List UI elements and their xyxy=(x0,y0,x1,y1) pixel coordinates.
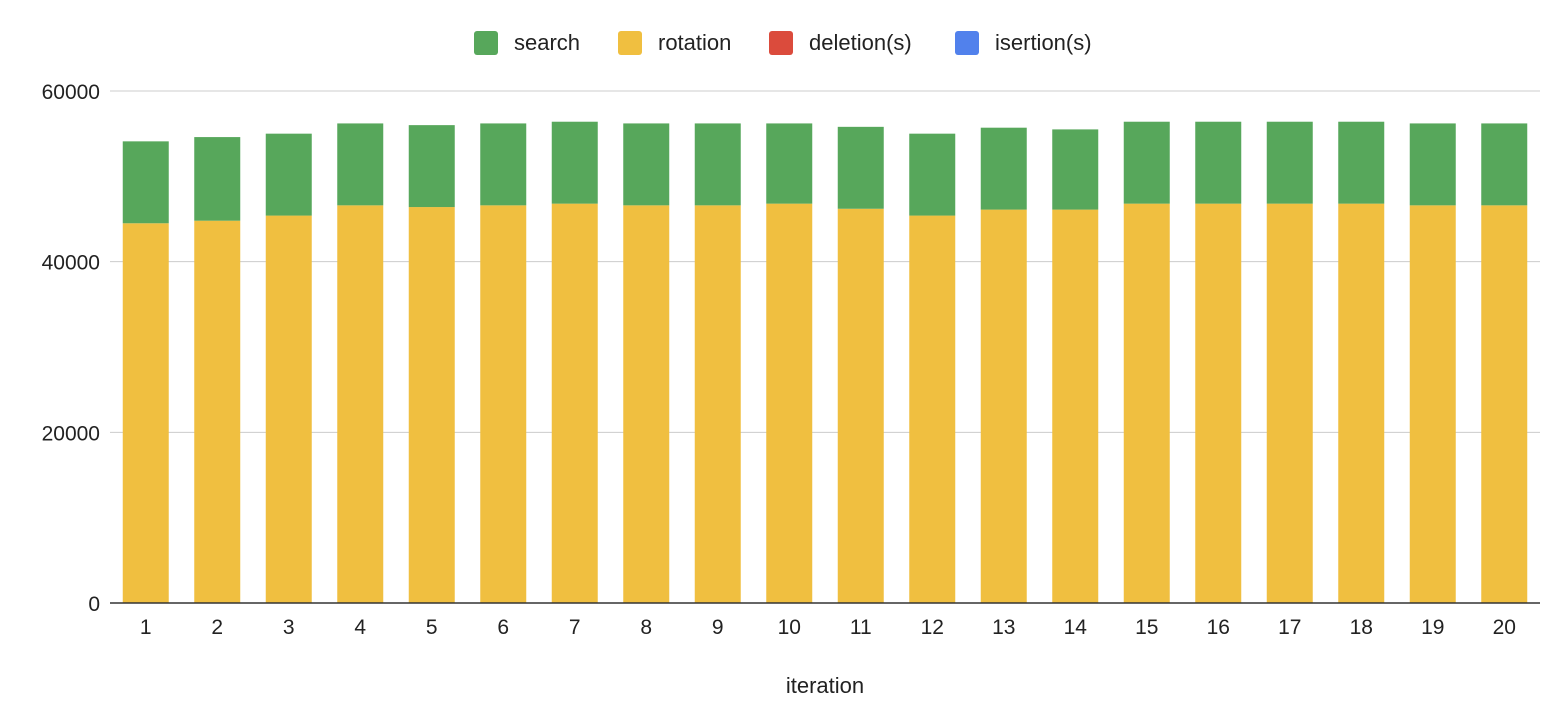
bars xyxy=(122,121,1528,603)
x-tick-label: 19 xyxy=(1421,616,1444,639)
bar-rotation-8[interactable] xyxy=(623,205,670,603)
bar-search-3[interactable] xyxy=(265,133,312,216)
bar-rotation-1[interactable] xyxy=(122,223,169,603)
bar-search-18[interactable] xyxy=(1338,121,1385,204)
bar-rotation-17[interactable] xyxy=(1266,203,1313,603)
bar-search-11[interactable] xyxy=(837,126,884,209)
x-tick-label: 14 xyxy=(1064,616,1088,639)
x-tick-label: 20 xyxy=(1493,616,1516,639)
bar-rotation-16[interactable] xyxy=(1195,203,1242,603)
x-tick-label: 3 xyxy=(283,616,295,639)
x-tick-label: 4 xyxy=(354,616,366,639)
bar-rotation-15[interactable] xyxy=(1123,203,1170,603)
x-tick-label: 17 xyxy=(1278,616,1301,639)
bar-search-7[interactable] xyxy=(551,121,598,204)
bar-search-4[interactable] xyxy=(337,123,384,206)
bar-search-12[interactable] xyxy=(909,133,956,216)
bar-rotation-12[interactable] xyxy=(909,215,956,603)
bar-rotation-18[interactable] xyxy=(1338,203,1385,603)
chart-legend: search rotation deletion(s) isertion(s) xyxy=(0,28,1563,58)
legend-item-deletion[interactable]: deletion(s) xyxy=(769,28,912,58)
legend-swatch-deletion xyxy=(769,31,793,55)
legend-label-rotation: rotation xyxy=(658,30,732,55)
x-tick-label: 10 xyxy=(778,616,801,639)
y-tick-label: 0 xyxy=(88,593,100,616)
legend-swatch-insertion xyxy=(955,31,979,55)
bar-rotation-9[interactable] xyxy=(694,205,741,603)
bar-rotation-14[interactable] xyxy=(1052,209,1099,603)
bar-search-6[interactable] xyxy=(480,123,527,206)
bar-search-14[interactable] xyxy=(1052,129,1099,210)
x-tick-label: 13 xyxy=(992,616,1015,639)
x-tick-label: 18 xyxy=(1350,616,1373,639)
legend-label-insertion: isertion(s) xyxy=(995,30,1092,55)
legend-label-deletion: deletion(s) xyxy=(809,30,912,55)
bar-search-15[interactable] xyxy=(1123,121,1170,204)
bar-search-1[interactable] xyxy=(122,141,169,224)
bar-rotation-10[interactable] xyxy=(766,203,813,603)
x-tick-label: 9 xyxy=(712,616,724,639)
bar-search-2[interactable] xyxy=(194,137,241,221)
legend-swatch-search xyxy=(474,31,498,55)
bar-rotation-4[interactable] xyxy=(337,205,384,603)
bar-search-5[interactable] xyxy=(408,125,455,208)
bar-search-13[interactable] xyxy=(980,127,1027,210)
x-axis-title: iteration xyxy=(786,673,864,698)
bar-rotation-19[interactable] xyxy=(1409,205,1456,603)
bar-rotation-3[interactable] xyxy=(265,215,312,603)
bar-rotation-5[interactable] xyxy=(408,207,455,603)
legend-item-insertion[interactable]: isertion(s) xyxy=(955,28,1092,58)
bar-rotation-20[interactable] xyxy=(1481,205,1528,603)
bar-search-9[interactable] xyxy=(694,123,741,206)
bar-rotation-2[interactable] xyxy=(194,220,241,603)
legend-item-rotation[interactable]: rotation xyxy=(618,28,731,58)
y-tick-label: 40000 xyxy=(42,252,100,275)
bar-search-10[interactable] xyxy=(766,123,813,204)
x-tick-label: 2 xyxy=(211,616,223,639)
bar-rotation-13[interactable] xyxy=(980,209,1027,603)
x-tick-label: 16 xyxy=(1207,616,1230,639)
y-axis-tick-labels: 0 20000 40000 60000 xyxy=(42,81,100,616)
x-tick-label: 11 xyxy=(850,616,872,639)
bar-rotation-6[interactable] xyxy=(480,205,527,603)
x-tick-label: 15 xyxy=(1135,616,1158,639)
x-tick-label: 6 xyxy=(497,616,509,639)
gridlines xyxy=(110,90,1540,433)
bar-search-17[interactable] xyxy=(1266,121,1313,204)
legend-swatch-rotation xyxy=(618,31,642,55)
x-tick-label: 8 xyxy=(640,616,652,639)
bar-search-19[interactable] xyxy=(1409,123,1456,206)
x-tick-label: 7 xyxy=(569,616,581,639)
x-axis-tick-labels: 1 2 3 4 5 6 7 8 9 10 11 12 13 14 15 16 17 18 19 20 xyxy=(140,616,1516,639)
x-tick-label: 1 xyxy=(140,616,152,639)
x-tick-label: 5 xyxy=(426,616,438,639)
x-tick-label: 12 xyxy=(921,616,944,639)
bar-search-16[interactable] xyxy=(1195,121,1242,204)
y-tick-label: 20000 xyxy=(42,422,100,445)
bar-search-20[interactable] xyxy=(1481,123,1528,206)
legend-item-search[interactable]: search xyxy=(474,28,580,58)
bar-rotation-7[interactable] xyxy=(551,203,598,603)
y-tick-label: 60000 xyxy=(42,81,100,104)
legend-label-search: search xyxy=(514,30,581,55)
bar-rotation-11[interactable] xyxy=(837,208,884,603)
bar-search-8[interactable] xyxy=(623,123,670,206)
